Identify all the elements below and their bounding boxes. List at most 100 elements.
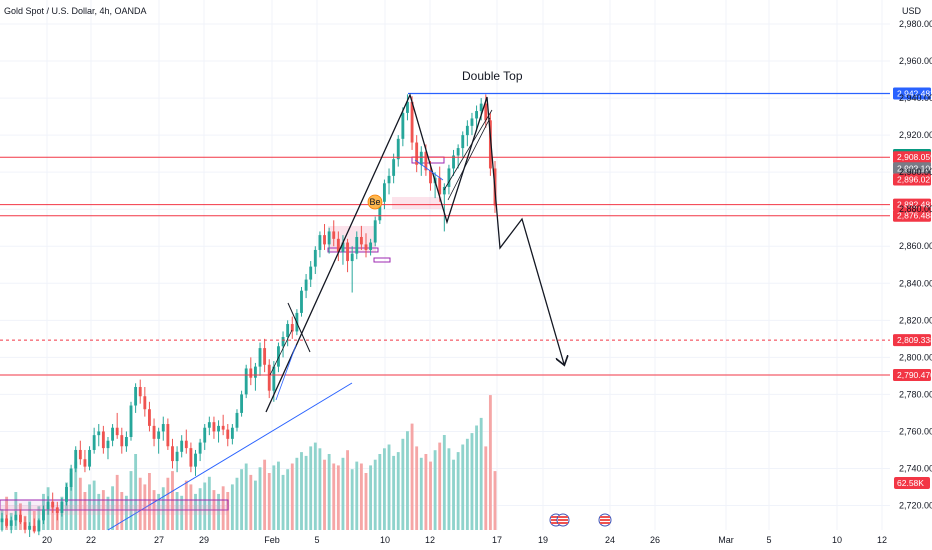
candle-body [336, 238, 340, 252]
candle [313, 246, 317, 275]
candle [281, 331, 285, 358]
candle-body [281, 336, 285, 347]
candle [240, 390, 244, 417]
candle-body [111, 427, 115, 441]
volume-bar [235, 477, 239, 530]
volume-bar [230, 484, 234, 530]
candle-body [161, 424, 165, 432]
candle-body [14, 514, 18, 521]
candle [267, 359, 271, 399]
price-level-badge-bg [893, 334, 931, 347]
candle-body [203, 427, 207, 443]
double-top-pattern [265, 93, 564, 413]
candle-body [0, 518, 4, 523]
candle-body [152, 425, 156, 439]
candle-body [442, 186, 446, 195]
candle-body [359, 236, 363, 245]
candle-body [479, 103, 483, 112]
candle [419, 146, 423, 176]
candle-body [166, 424, 170, 447]
us-flag-icon[interactable] [598, 513, 612, 527]
candle [19, 509, 22, 525]
volume-bar [300, 452, 303, 530]
candle [115, 412, 119, 439]
candle [152, 418, 156, 447]
candle [83, 449, 87, 473]
candle [226, 424, 230, 447]
candle-body [129, 405, 133, 437]
candle-body [134, 386, 138, 406]
volume-bar [92, 480, 96, 530]
x-tick-label: 5 [766, 535, 771, 545]
candle [207, 416, 211, 436]
candle [410, 96, 414, 150]
volume-bar [184, 480, 188, 530]
candle [175, 446, 179, 473]
candle [194, 449, 197, 476]
y-tick-label: 2,900.000 [899, 167, 932, 177]
candle [189, 442, 193, 473]
zone-box [0, 505, 228, 515]
candle-body [148, 409, 151, 426]
volume-bar [157, 493, 161, 530]
candle [203, 424, 207, 450]
candle-body [240, 394, 244, 413]
volume-bar [111, 486, 115, 530]
volume-bar [419, 457, 423, 530]
x-tick-label: 10 [380, 535, 390, 545]
x-tick-label: 27 [154, 535, 164, 545]
candle [129, 401, 133, 441]
event-bubble[interactable]: Be [367, 194, 383, 210]
candle-body [452, 155, 455, 169]
candle [148, 401, 151, 432]
candle [134, 383, 138, 413]
candle-body [323, 235, 326, 245]
candle-body [97, 431, 101, 436]
x-tick-label: 12 [877, 535, 887, 545]
candle-body [138, 386, 142, 397]
candle [263, 338, 267, 373]
candle [364, 233, 368, 258]
candle [230, 424, 234, 445]
volume-bar [475, 425, 478, 530]
candle [336, 231, 340, 262]
y-tick-label: 2,780.000 [899, 389, 932, 399]
candle [249, 357, 253, 386]
candle [28, 522, 32, 538]
candle [124, 431, 128, 452]
candle-body [378, 201, 382, 221]
volume-bar [277, 461, 280, 530]
volume-bar [410, 423, 414, 530]
candle-body [88, 449, 91, 467]
volume-bar [244, 463, 248, 530]
x-tick-label: 24 [605, 535, 615, 545]
candle [69, 464, 73, 491]
volume-bar [309, 446, 313, 530]
candle-body [83, 459, 87, 467]
volume-bar [447, 448, 451, 530]
candle-body [143, 396, 147, 410]
x-tick-label: 22 [86, 535, 96, 545]
candle [369, 238, 373, 256]
candle [355, 231, 359, 260]
candle [92, 427, 96, 454]
price-level-badge-bg [893, 198, 931, 211]
candle-body [74, 449, 78, 469]
candle [323, 224, 326, 250]
candle [37, 518, 41, 536]
candle-body [258, 348, 262, 367]
event-bubble-label: Be [370, 197, 381, 207]
candle-body [106, 440, 110, 449]
y-tick-label: 2,840.000 [899, 278, 932, 288]
volume-bar [148, 473, 151, 530]
price-scale[interactable] [890, 0, 932, 530]
us-flag-icon[interactable] [556, 513, 570, 527]
y-tick-label: 2,720.000 [899, 501, 932, 511]
volume-bar [415, 446, 419, 530]
volume-bar [272, 465, 276, 530]
volume-bar [134, 454, 138, 530]
economic-events[interactable] [549, 513, 612, 527]
candle [346, 238, 349, 273]
candle [447, 164, 451, 195]
